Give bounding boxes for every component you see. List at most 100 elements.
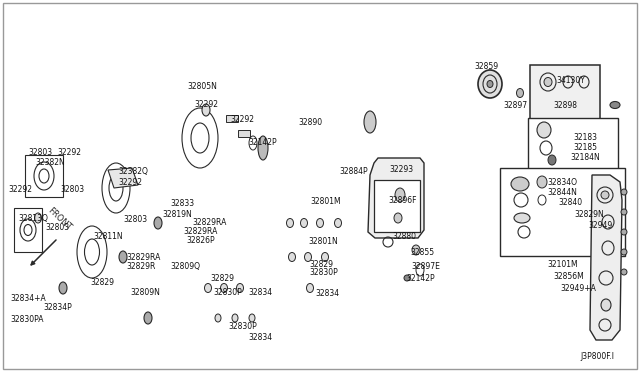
Text: 32897E: 32897E	[411, 262, 440, 271]
Ellipse shape	[301, 218, 307, 228]
Ellipse shape	[610, 102, 620, 109]
Ellipse shape	[601, 191, 609, 199]
Ellipse shape	[548, 155, 556, 165]
Text: 32382N: 32382N	[35, 158, 65, 167]
Ellipse shape	[205, 283, 211, 292]
Ellipse shape	[35, 213, 42, 223]
Ellipse shape	[258, 136, 268, 160]
Text: 32834: 32834	[248, 333, 272, 342]
Ellipse shape	[249, 314, 255, 322]
Text: 32809N: 32809N	[130, 288, 160, 297]
Text: 32834O: 32834O	[547, 178, 577, 187]
Bar	[528, 118, 618, 176]
Ellipse shape	[511, 177, 529, 191]
Text: 32292: 32292	[230, 115, 254, 124]
Text: 32833: 32833	[170, 199, 194, 208]
Ellipse shape	[335, 218, 342, 228]
Text: 32811N: 32811N	[93, 232, 123, 241]
Ellipse shape	[305, 253, 312, 262]
Text: 32829N: 32829N	[574, 210, 604, 219]
Ellipse shape	[154, 217, 162, 229]
Text: 32897: 32897	[503, 101, 527, 110]
Text: 32142P: 32142P	[248, 138, 276, 147]
Ellipse shape	[317, 218, 323, 228]
Text: 32142P: 32142P	[406, 274, 435, 283]
Ellipse shape	[364, 111, 376, 133]
Bar	[374, 180, 420, 232]
Ellipse shape	[537, 176, 547, 188]
Text: 32803: 32803	[123, 215, 147, 224]
Text: 32830PA: 32830PA	[10, 315, 44, 324]
Text: 32880: 32880	[392, 232, 416, 241]
Ellipse shape	[544, 77, 552, 87]
Ellipse shape	[321, 253, 328, 262]
Text: 32834: 32834	[315, 289, 339, 298]
Text: 32898: 32898	[553, 101, 577, 110]
Polygon shape	[108, 168, 138, 188]
Text: 32840: 32840	[558, 198, 582, 207]
Text: 32829: 32829	[210, 274, 234, 283]
Ellipse shape	[516, 89, 524, 97]
Bar	[226, 115, 238, 122]
Bar	[14, 208, 42, 252]
Ellipse shape	[221, 283, 227, 292]
Text: 32830P: 32830P	[309, 268, 338, 277]
Text: 32292: 32292	[194, 100, 218, 109]
Ellipse shape	[289, 253, 296, 262]
Ellipse shape	[144, 312, 152, 324]
Bar	[500, 168, 625, 256]
Ellipse shape	[119, 251, 127, 263]
Text: 32859: 32859	[474, 62, 498, 71]
Ellipse shape	[404, 275, 410, 281]
Text: 32949+A: 32949+A	[560, 284, 596, 293]
Ellipse shape	[478, 70, 502, 98]
Text: 32819N: 32819N	[162, 210, 192, 219]
Bar	[238, 130, 250, 137]
Text: 32830P: 32830P	[228, 322, 257, 331]
Ellipse shape	[601, 299, 611, 311]
Text: 32855: 32855	[410, 248, 434, 257]
Polygon shape	[368, 158, 424, 238]
Ellipse shape	[307, 283, 314, 292]
Text: 32292: 32292	[57, 148, 81, 157]
Text: 32801M: 32801M	[310, 197, 340, 206]
Text: 32949: 32949	[588, 221, 612, 230]
Text: 32813Q: 32813Q	[18, 214, 48, 223]
Text: 32803: 32803	[60, 185, 84, 194]
Ellipse shape	[621, 269, 627, 275]
Text: 32826P: 32826P	[186, 236, 214, 245]
Text: 32834+A: 32834+A	[10, 294, 45, 303]
Text: 32184N: 32184N	[570, 153, 600, 162]
Text: 32185: 32185	[573, 143, 597, 152]
Text: J3P800F.I: J3P800F.I	[580, 352, 614, 361]
Text: 32896F: 32896F	[388, 196, 417, 205]
Ellipse shape	[412, 245, 420, 255]
Ellipse shape	[621, 209, 627, 215]
Text: 32292: 32292	[118, 178, 142, 187]
Text: FRONT: FRONT	[46, 206, 73, 232]
Text: 32829: 32829	[309, 260, 333, 269]
Text: 32803: 32803	[28, 148, 52, 157]
Ellipse shape	[287, 218, 294, 228]
Text: 34130Y: 34130Y	[556, 76, 585, 85]
Ellipse shape	[215, 314, 221, 322]
Ellipse shape	[487, 80, 493, 87]
Ellipse shape	[232, 314, 238, 322]
Ellipse shape	[621, 229, 627, 235]
Text: 32805N: 32805N	[187, 82, 217, 91]
Text: 32803: 32803	[45, 223, 69, 232]
Text: 32829: 32829	[90, 278, 114, 287]
Ellipse shape	[621, 189, 627, 195]
Text: 32890: 32890	[298, 118, 322, 127]
Text: 32829R: 32829R	[126, 262, 156, 271]
Text: 32183: 32183	[573, 133, 597, 142]
Text: 32801N: 32801N	[308, 237, 338, 246]
Bar	[530, 65, 600, 133]
Ellipse shape	[621, 249, 627, 255]
Ellipse shape	[237, 283, 243, 292]
Text: 32101M: 32101M	[547, 260, 578, 269]
Text: 32884P: 32884P	[339, 167, 367, 176]
Ellipse shape	[537, 122, 551, 138]
Text: 32292: 32292	[8, 185, 32, 194]
Text: 32829RA: 32829RA	[126, 253, 161, 262]
